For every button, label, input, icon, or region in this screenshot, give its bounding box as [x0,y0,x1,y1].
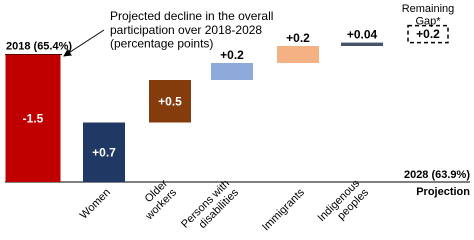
end-label: 2028 (63.9%) [404,169,470,181]
annotation-arrow [63,29,105,57]
end-caption: Projection [416,186,470,198]
bar [211,63,253,80]
bar [5,54,61,182]
value-label: +0.2 [416,27,440,41]
category-label: Remaining Gap* [402,3,455,28]
bar [407,24,449,44]
chart: 2018 (65.4%) 2028 (63.9%) Projection Projec… [5,3,470,233]
value-label: -1.5 [23,111,44,125]
category-label-group: Women [78,186,113,221]
category-label-group: Immigrants [260,186,307,233]
category-label: Immigrants [260,186,307,233]
value-label: +0.7 [92,145,116,159]
category-label-group: Olderworkers [134,177,180,223]
category-label: Persons withdisabilities [179,177,241,233]
bar [83,122,125,182]
bar [149,80,191,123]
value-label: +0.2 [220,48,244,62]
category-label: Olderworkers [134,177,180,223]
value-label: +0.5 [158,94,182,108]
category-label-group: Persons withdisabilities [179,177,241,233]
value-label: +0.2 [286,31,310,45]
bar [277,46,319,63]
category-label: Women [78,186,113,221]
annotation: Projected decline in the overall particip… [110,9,273,51]
start-label: 2018 (65.4%) [6,41,72,53]
category-label-group: Indigenouspeoples [316,177,372,233]
value-label: +0.04 [347,28,378,42]
bar [341,42,383,46]
category-label: Indigenouspeoples [316,177,372,233]
